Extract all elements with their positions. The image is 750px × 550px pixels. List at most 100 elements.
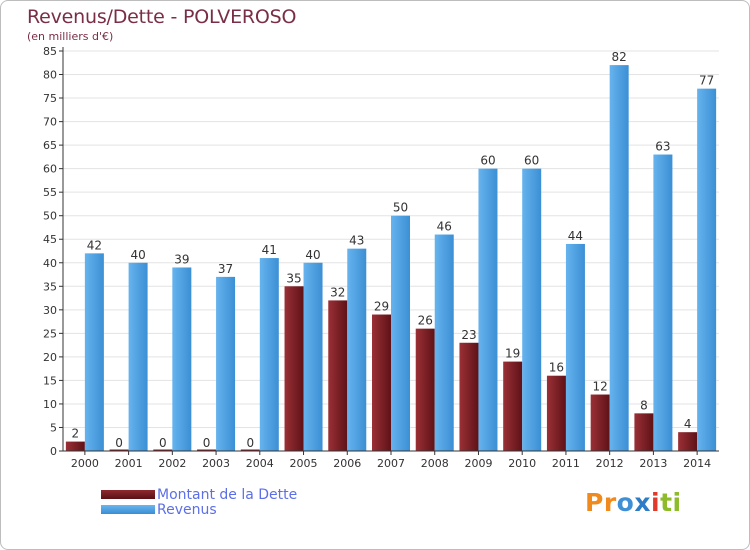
revenue-value-label: 39 bbox=[174, 252, 189, 266]
y-tick-label: 30 bbox=[43, 304, 57, 317]
debt-bar bbox=[634, 413, 654, 451]
legend-item-revenue: Revenus bbox=[101, 501, 297, 518]
y-tick-label: 0 bbox=[50, 445, 57, 458]
y-tick-label: 85 bbox=[43, 45, 57, 58]
legend-label-debt: Montant de la Dette bbox=[157, 486, 298, 503]
debt-value-label: 4 bbox=[684, 417, 692, 431]
proxiti-logo: Proxiti bbox=[585, 488, 682, 517]
logo-letter: P bbox=[585, 488, 604, 517]
x-tick-label: 2003 bbox=[202, 457, 230, 470]
y-tick-label: 60 bbox=[43, 163, 57, 176]
revenue-bar bbox=[216, 276, 236, 451]
y-tick-label: 35 bbox=[43, 280, 57, 293]
revenue-value-label: 63 bbox=[655, 140, 670, 154]
x-tick-label: 2014 bbox=[683, 457, 711, 470]
revenue-value-label: 41 bbox=[262, 243, 277, 257]
y-tick-label: 40 bbox=[43, 257, 57, 270]
revenue-value-label: 40 bbox=[305, 248, 320, 262]
debt-value-label: 23 bbox=[461, 328, 476, 342]
revenue-value-label: 60 bbox=[480, 154, 495, 168]
logo-letter: i bbox=[672, 488, 682, 517]
debt-value-label: 35 bbox=[286, 271, 301, 285]
x-tick-label: 2010 bbox=[508, 457, 536, 470]
revenue-bar bbox=[128, 262, 148, 451]
y-tick-label: 55 bbox=[43, 186, 57, 199]
legend-swatch-debt bbox=[101, 490, 155, 499]
y-tick-label: 10 bbox=[43, 398, 57, 411]
revenue-bar bbox=[347, 248, 367, 451]
revenue-value-label: 43 bbox=[349, 234, 364, 248]
x-tick-label: 2007 bbox=[377, 457, 405, 470]
debt-bar bbox=[459, 342, 479, 451]
debt-bar bbox=[503, 361, 523, 451]
debt-bar bbox=[372, 314, 391, 451]
x-tick-label: 2008 bbox=[421, 457, 449, 470]
revenue-bar bbox=[303, 262, 323, 451]
revenue-value-label: 60 bbox=[524, 154, 539, 168]
debt-bar bbox=[240, 449, 260, 451]
legend-swatch-revenue bbox=[101, 505, 155, 514]
y-tick-label: 15 bbox=[43, 374, 57, 387]
y-tick-label: 5 bbox=[50, 421, 57, 434]
legend: Montant de la Dette Revenus bbox=[101, 486, 298, 518]
debt-value-label: 16 bbox=[549, 361, 564, 375]
chart-title: Revenus/Dette - POLVEROSO bbox=[27, 6, 297, 28]
revenue-bar bbox=[434, 234, 454, 451]
logo-letter: t bbox=[660, 488, 673, 517]
revenue-value-label: 42 bbox=[87, 238, 102, 252]
x-tick-label: 2004 bbox=[246, 457, 274, 470]
legend-item-debt: Montant de la Dette bbox=[101, 486, 298, 503]
x-tick-label: 2001 bbox=[115, 457, 143, 470]
debt-bar bbox=[284, 286, 304, 451]
x-tick-label: 2013 bbox=[639, 457, 667, 470]
debt-bar bbox=[415, 328, 435, 451]
revenue-bar bbox=[478, 168, 498, 451]
revenue-value-label: 46 bbox=[437, 220, 452, 234]
debt-value-label: 0 bbox=[159, 436, 167, 450]
revenue-bar bbox=[565, 243, 585, 451]
revenue-bar bbox=[697, 88, 717, 451]
revenue-bar bbox=[172, 267, 192, 451]
debt-value-label: 26 bbox=[418, 314, 433, 328]
debt-value-label: 0 bbox=[203, 436, 211, 450]
legend-label-revenue: Revenus bbox=[157, 501, 217, 518]
debt-value-label: 0 bbox=[115, 436, 123, 450]
debt-bar bbox=[678, 432, 698, 451]
y-tick-label: 70 bbox=[43, 116, 57, 129]
revenue-bar bbox=[391, 215, 410, 451]
revenue-bar bbox=[259, 258, 279, 451]
revenue-value-label: 40 bbox=[130, 248, 145, 262]
y-tick-label: 20 bbox=[43, 351, 57, 364]
revenue-value-label: 44 bbox=[568, 229, 583, 243]
x-tick-label: 2006 bbox=[333, 457, 361, 470]
x-tick-label: 2000 bbox=[71, 457, 99, 470]
debt-bar bbox=[328, 300, 348, 451]
x-tick-label: 2002 bbox=[158, 457, 186, 470]
x-tick-label: 2011 bbox=[552, 457, 580, 470]
debt-value-label: 32 bbox=[330, 285, 345, 299]
y-tick-label: 45 bbox=[43, 233, 57, 246]
revenue-bar bbox=[653, 154, 673, 451]
y-tick-label: 50 bbox=[43, 210, 57, 223]
debt-value-label: 19 bbox=[505, 347, 520, 361]
logo-letter: i bbox=[651, 488, 661, 517]
x-tick-label: 2009 bbox=[464, 457, 492, 470]
debt-bar bbox=[546, 375, 566, 451]
chart-subtitle: (en milliers d'€) bbox=[27, 30, 114, 43]
logo-letter: x bbox=[634, 488, 651, 517]
y-tick-label: 75 bbox=[43, 92, 57, 105]
debt-bar bbox=[590, 394, 610, 451]
debt-bar bbox=[153, 449, 173, 451]
y-tick-label: 25 bbox=[43, 327, 57, 340]
revenue-bar bbox=[522, 168, 542, 451]
data-labels: 2 42 0 40 0 39 0 37 0 41 35 40 32 43 29 50 26 46 23 60 19 60 1… bbox=[72, 50, 715, 450]
debt-bar bbox=[109, 449, 129, 451]
bars bbox=[65, 65, 717, 451]
revenue-value-label: 77 bbox=[699, 74, 714, 88]
debt-value-label: 29 bbox=[374, 300, 389, 314]
debt-value-label: 8 bbox=[640, 398, 648, 412]
revenue-value-label: 82 bbox=[612, 50, 627, 64]
